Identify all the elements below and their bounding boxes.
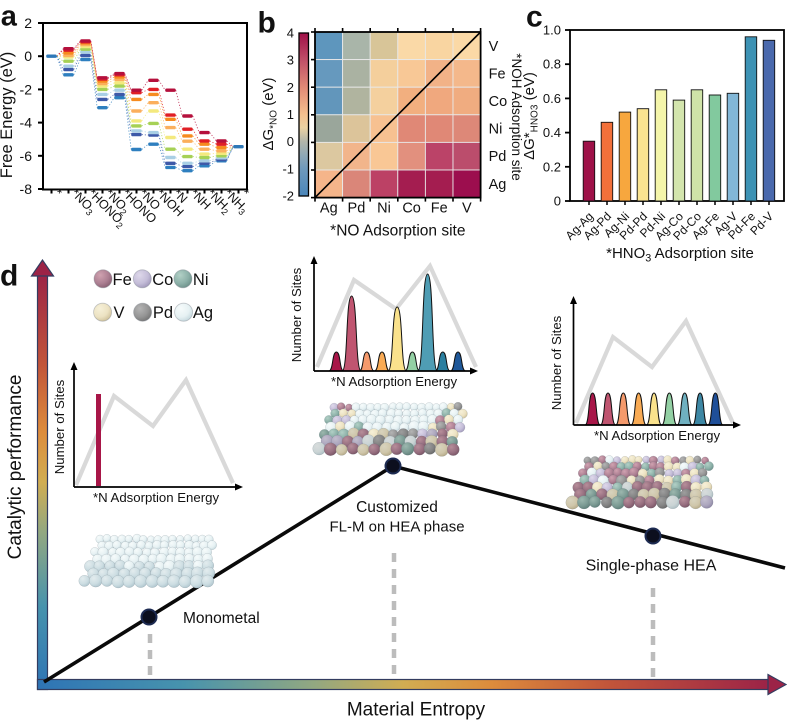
svg-text:*N Adsorption Energy: *N Adsorption Energy bbox=[93, 490, 219, 505]
svg-text:d: d bbox=[0, 260, 18, 293]
svg-text:Fe: Fe bbox=[113, 271, 132, 289]
svg-text:Number of Sites: Number of Sites bbox=[289, 267, 304, 362]
svg-text:Co: Co bbox=[152, 271, 173, 289]
svg-text:Pd: Pd bbox=[489, 149, 507, 165]
svg-text:Co: Co bbox=[402, 201, 421, 217]
svg-text:a: a bbox=[1, 1, 18, 33]
svg-text:b: b bbox=[258, 7, 276, 40]
svg-text:Ag: Ag bbox=[193, 304, 213, 322]
svg-text:Ni: Ni bbox=[489, 122, 503, 138]
svg-text:c: c bbox=[526, 1, 543, 34]
svg-text:0.6: 0.6 bbox=[543, 91, 561, 106]
svg-text:*HNO3 Adsorption site: *HNO3 Adsorption site bbox=[606, 245, 754, 264]
svg-text:Ag: Ag bbox=[489, 177, 507, 193]
svg-text:V: V bbox=[489, 39, 499, 55]
svg-text:V: V bbox=[114, 304, 125, 322]
svg-text:Monometal: Monometal bbox=[183, 610, 260, 627]
svg-text:-4: -4 bbox=[20, 115, 33, 131]
svg-text:Single-phase HEA: Single-phase HEA bbox=[586, 558, 717, 575]
svg-text:FL-M on HEA phase: FL-M on HEA phase bbox=[329, 519, 464, 536]
svg-text:Pd: Pd bbox=[153, 304, 173, 322]
svg-text:0: 0 bbox=[287, 134, 294, 149]
svg-text:4: 4 bbox=[287, 26, 294, 41]
svg-text:Pd: Pd bbox=[348, 201, 366, 217]
svg-text:-6: -6 bbox=[20, 148, 33, 164]
svg-text:Ni: Ni bbox=[193, 271, 209, 289]
svg-text:Catalytic performance: Catalytic performance bbox=[5, 375, 26, 560]
svg-text:Number of Sites: Number of Sites bbox=[52, 379, 67, 474]
svg-text:0.8: 0.8 bbox=[543, 57, 561, 72]
svg-text:Material Entropy: Material Entropy bbox=[347, 700, 486, 721]
svg-text:-2: -2 bbox=[20, 81, 33, 97]
svg-text:0.4: 0.4 bbox=[543, 125, 561, 140]
svg-text:Free Energy (eV): Free Energy (eV) bbox=[0, 52, 16, 179]
svg-text:Ag: Ag bbox=[320, 201, 338, 217]
svg-text:ΔG*HNO3 (eV): ΔG*HNO3 (eV) bbox=[521, 72, 540, 160]
svg-text:2: 2 bbox=[24, 15, 32, 31]
svg-text:-8: -8 bbox=[20, 181, 33, 197]
svg-text:Number of Sites: Number of Sites bbox=[549, 315, 564, 410]
svg-text:0: 0 bbox=[24, 48, 32, 64]
svg-text:Fe: Fe bbox=[431, 201, 448, 217]
svg-text:-1: -1 bbox=[282, 161, 294, 176]
svg-text:Ni: Ni bbox=[377, 201, 391, 217]
svg-text:V: V bbox=[462, 201, 472, 217]
svg-text:3: 3 bbox=[287, 53, 294, 68]
svg-text:2: 2 bbox=[287, 80, 294, 95]
svg-text:*N Adsorption Energy: *N Adsorption Energy bbox=[594, 428, 720, 443]
svg-text:*NOH Adsorption site: *NOH Adsorption site bbox=[509, 53, 524, 181]
svg-text:1.0: 1.0 bbox=[543, 23, 561, 38]
svg-text:0.2: 0.2 bbox=[543, 159, 561, 174]
svg-text:-2: -2 bbox=[282, 189, 294, 204]
svg-text:Co: Co bbox=[489, 94, 508, 110]
svg-text:*N Adsorption Energy: *N Adsorption Energy bbox=[331, 374, 457, 389]
svg-text:*NO Adsorption site: *NO Adsorption site bbox=[330, 223, 465, 240]
svg-text:ΔG*NO (eV): ΔG*NO (eV) bbox=[260, 77, 279, 150]
svg-text:Customized: Customized bbox=[356, 499, 438, 516]
svg-text:1: 1 bbox=[287, 107, 294, 122]
svg-text:0: 0 bbox=[554, 194, 561, 209]
svg-text:Fe: Fe bbox=[489, 66, 506, 82]
